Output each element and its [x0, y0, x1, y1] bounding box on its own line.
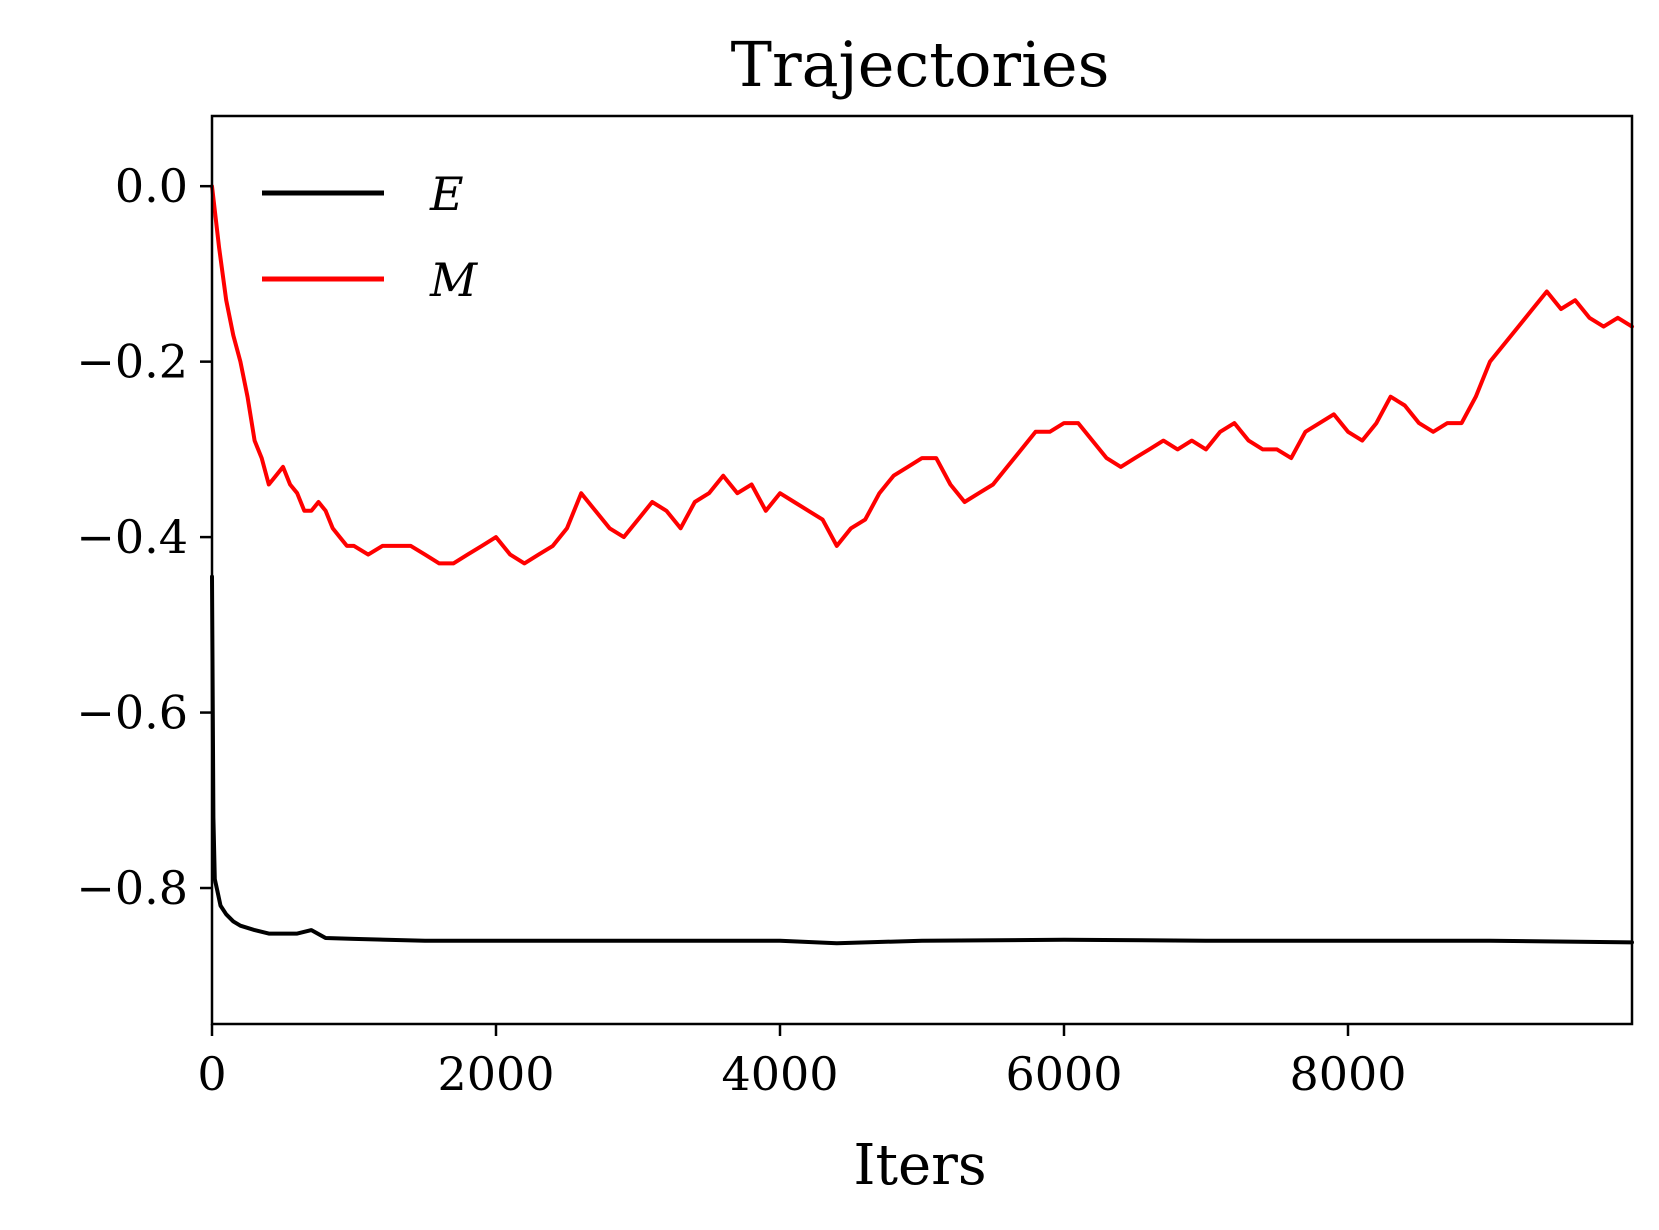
series-layer [210, 184, 1634, 946]
x-tick-label: 0 [197, 1047, 226, 1101]
y-axis-ticks: 0.0 −0.2 −0.4 −0.6 −0.8 [76, 159, 212, 915]
x-tick-label: 4000 [721, 1047, 838, 1101]
legend: E M [262, 167, 479, 307]
x-tick-label: 2000 [437, 1047, 554, 1101]
y-tick-label: −0.4 [76, 510, 188, 564]
x-axis-label: Iters [853, 1133, 986, 1198]
y-tick-label: −0.6 [76, 686, 188, 740]
chart-title: Trajectories [731, 28, 1110, 101]
x-tick-label: 6000 [1005, 1047, 1122, 1101]
y-tick-label: −0.2 [76, 335, 188, 389]
series-line-e [210, 574, 1634, 946]
legend-label-e: E [429, 167, 464, 221]
x-tick-label: 8000 [1289, 1047, 1406, 1101]
x-axis-ticks: 0 2000 4000 6000 8000 [197, 1024, 1407, 1101]
series-line-m [210, 184, 1634, 566]
y-tick-label: 0.0 [115, 159, 188, 213]
legend-label-m: M [429, 253, 479, 307]
y-tick-label: −0.8 [76, 861, 188, 915]
plot-frame [210, 114, 1634, 1026]
